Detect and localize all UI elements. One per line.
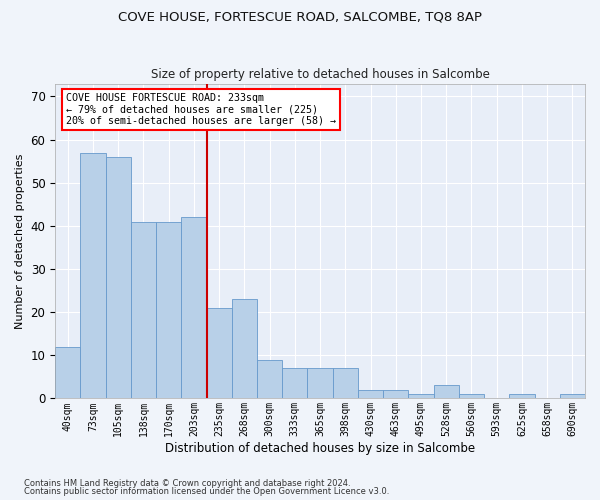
Text: Contains public sector information licensed under the Open Government Licence v3: Contains public sector information licen… — [24, 487, 389, 496]
Y-axis label: Number of detached properties: Number of detached properties — [15, 154, 25, 328]
Bar — [106, 157, 131, 398]
Bar — [232, 299, 257, 398]
Bar — [307, 368, 332, 398]
Bar — [55, 346, 80, 399]
Text: Contains HM Land Registry data © Crown copyright and database right 2024.: Contains HM Land Registry data © Crown c… — [24, 478, 350, 488]
Text: COVE HOUSE FORTESCUE ROAD: 233sqm
← 79% of detached houses are smaller (225)
20%: COVE HOUSE FORTESCUE ROAD: 233sqm ← 79% … — [66, 93, 336, 126]
Bar — [434, 386, 459, 398]
Bar — [509, 394, 535, 398]
Text: COVE HOUSE, FORTESCUE ROAD, SALCOMBE, TQ8 8AP: COVE HOUSE, FORTESCUE ROAD, SALCOMBE, TQ… — [118, 10, 482, 23]
X-axis label: Distribution of detached houses by size in Salcombe: Distribution of detached houses by size … — [165, 442, 475, 455]
Bar — [459, 394, 484, 398]
Bar — [282, 368, 307, 398]
Bar — [383, 390, 409, 398]
Bar — [332, 368, 358, 398]
Bar — [560, 394, 585, 398]
Bar — [358, 390, 383, 398]
Bar — [156, 222, 181, 398]
Bar — [206, 308, 232, 398]
Bar — [257, 360, 282, 399]
Bar — [80, 152, 106, 398]
Bar — [181, 218, 206, 398]
Bar — [409, 394, 434, 398]
Bar — [131, 222, 156, 398]
Title: Size of property relative to detached houses in Salcombe: Size of property relative to detached ho… — [151, 68, 490, 81]
